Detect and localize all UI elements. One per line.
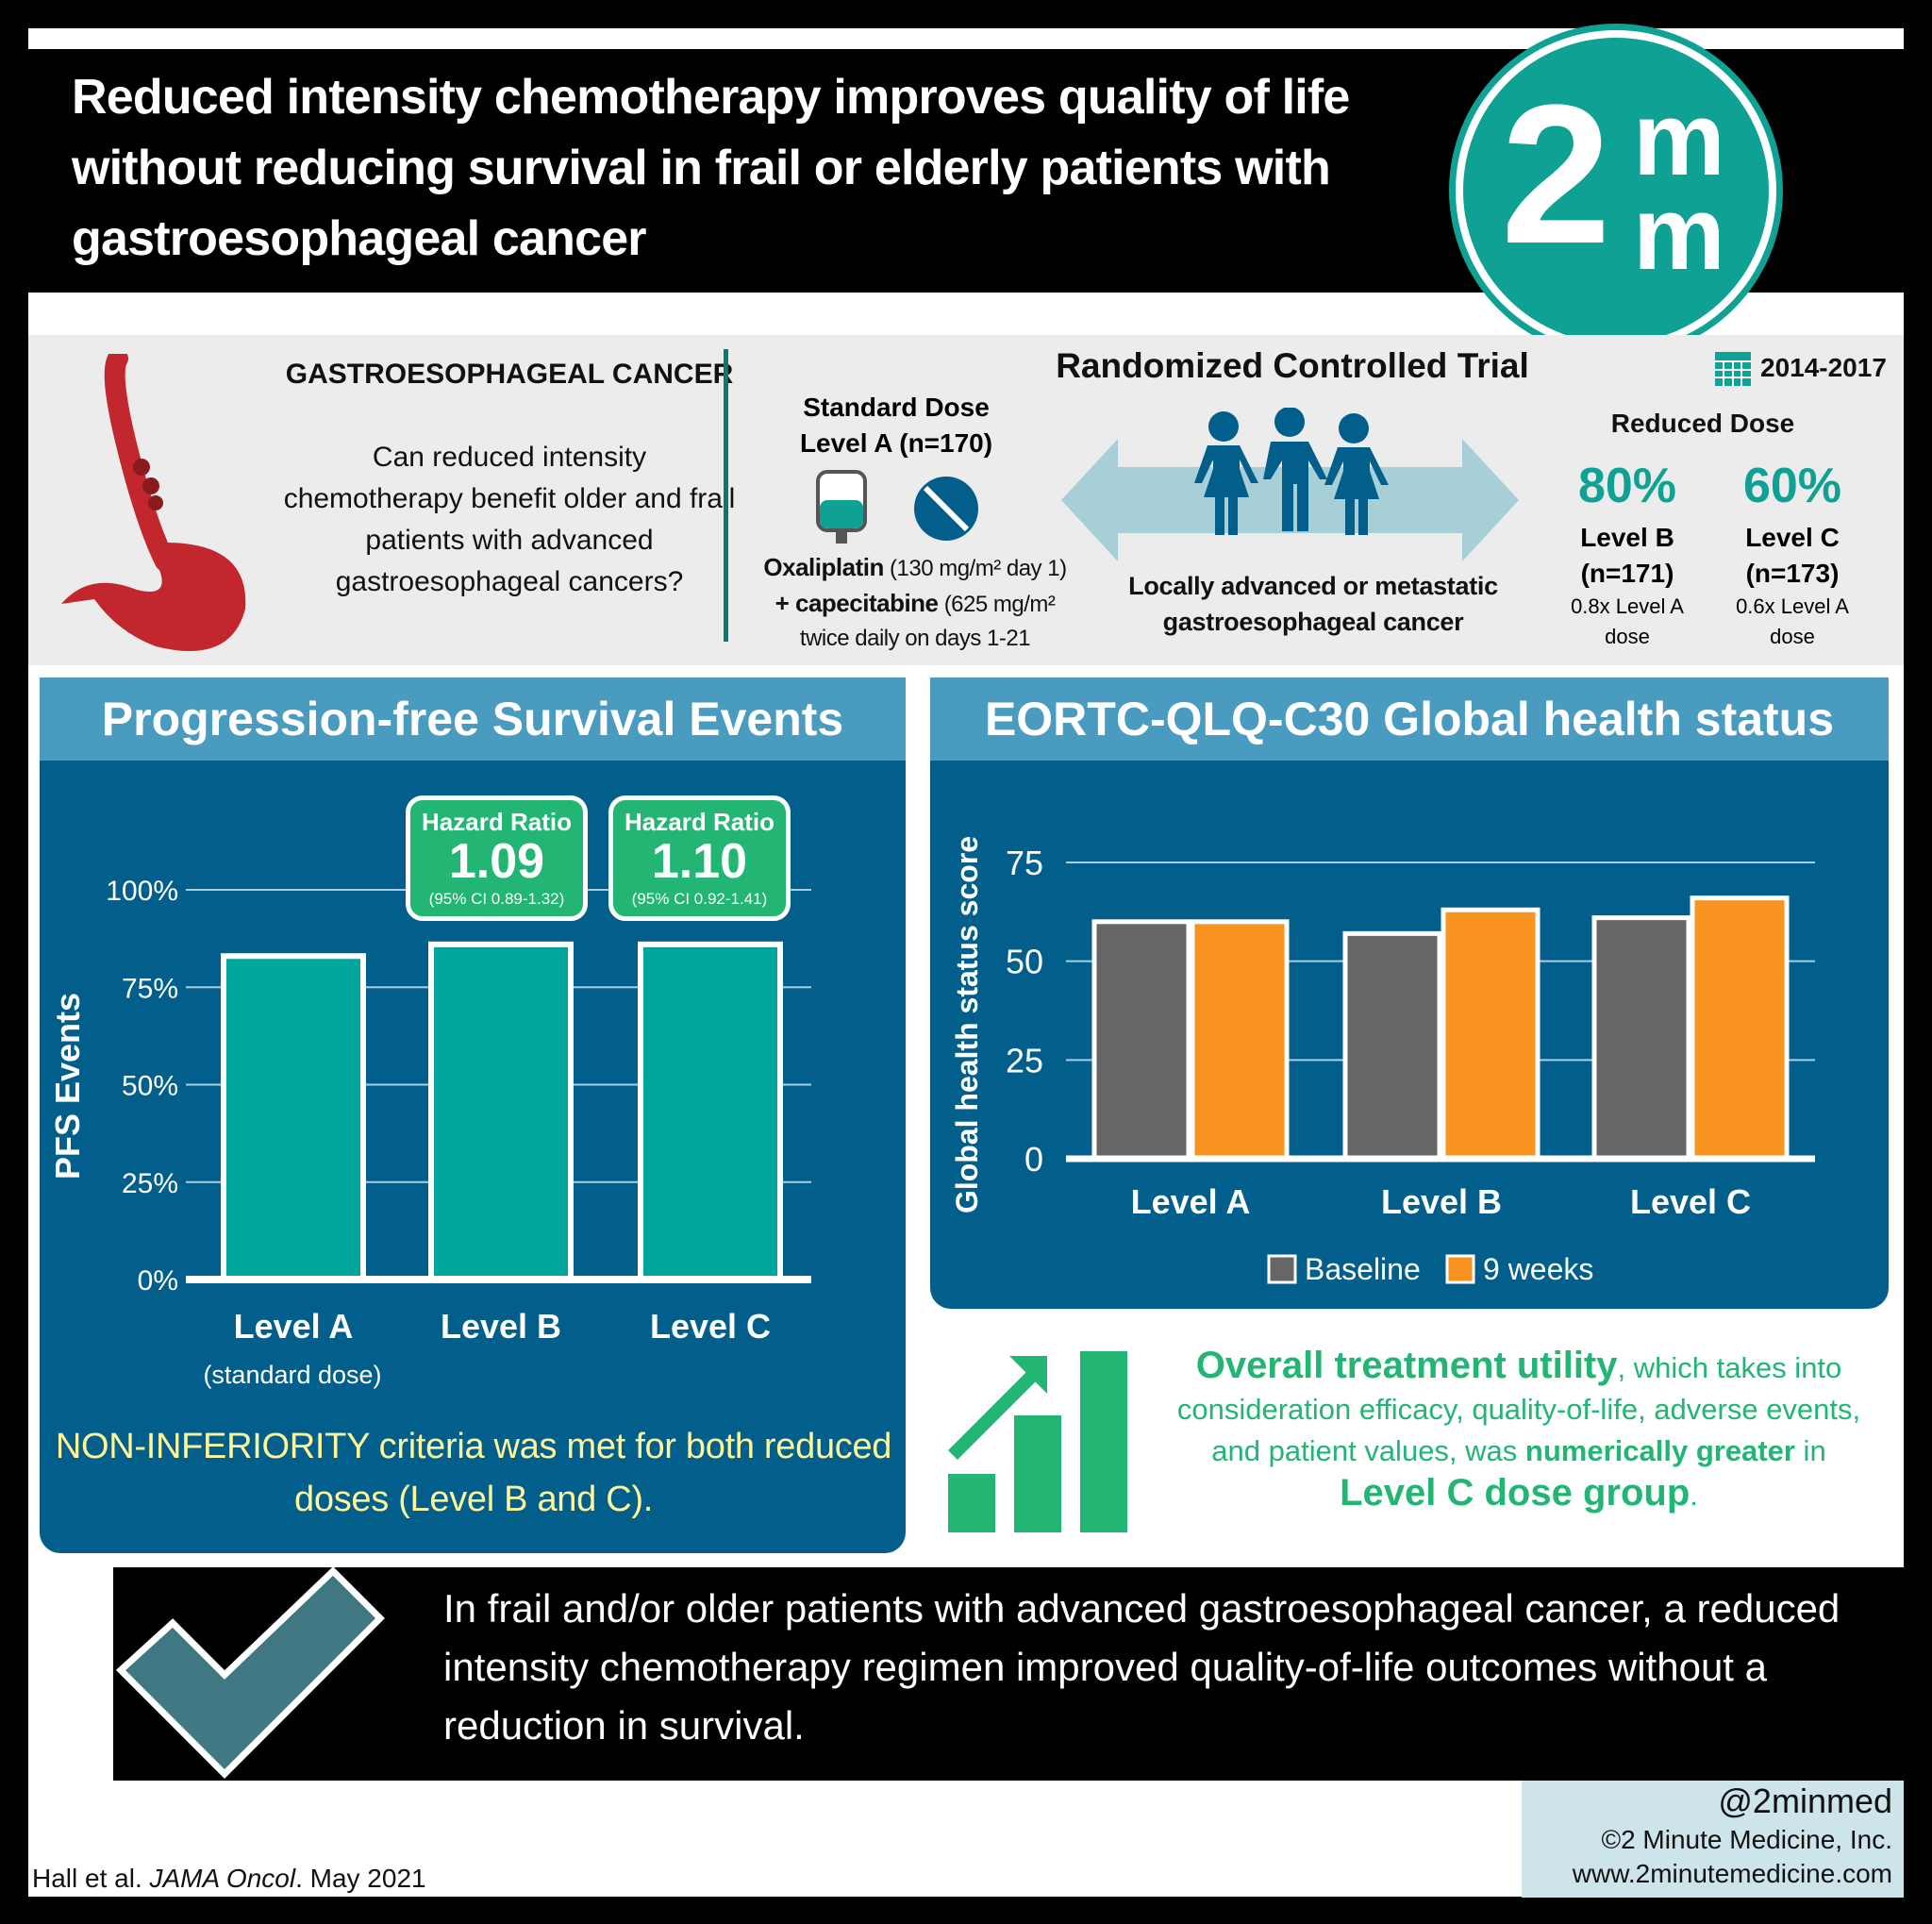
y-tick-label: 0: [1024, 1140, 1043, 1179]
y-tick-label: 75%: [122, 973, 178, 1004]
legend-swatch: [1267, 1254, 1297, 1284]
legend-label: Baseline: [1305, 1252, 1421, 1286]
legend-label: 9 weeks: [1483, 1252, 1593, 1286]
qol-bar-baseline: [1591, 915, 1691, 1162]
twitter-handle[interactable]: @2minmed: [1718, 1782, 1892, 1820]
pfs-chart: 0% 25% 50% 75% 100% Level A Level B Level C PFS …: [48, 876, 811, 1346]
qol-chart: 0 25 50 75 Level A Level B Level C Global healt…: [950, 836, 1815, 1286]
y-tick-label: 50%: [122, 1071, 178, 1102]
standard-regimen: Oxaliplatin (130 mg/m² day 1) + capecita…: [763, 553, 1067, 651]
growth-chart-icon: [948, 1351, 1127, 1532]
reduced-level-b: 80% Level B (n=171) 0.8x Level A dose: [1571, 459, 1684, 648]
copyright: ©2 Minute Medicine, Inc.: [1601, 1825, 1892, 1854]
x-tick-label: Level C: [650, 1307, 771, 1346]
y-tick-label: 25: [1006, 1041, 1043, 1079]
question-text: Can reduced intensity chemotherapy benef…: [283, 442, 736, 597]
legend-swatch: [1445, 1254, 1475, 1284]
reduced-level-c: 60% Level C (n=173) 0.6x Level A dose: [1736, 459, 1849, 648]
y-tick-label: 100%: [106, 876, 178, 907]
pfs-bar: [221, 953, 366, 1283]
qol-bar-baseline: [1091, 919, 1191, 1162]
reduced-dose-title: Reduced Dose: [1610, 409, 1795, 438]
citation: Hall et al. JAMA Oncol. May 2021: [32, 1864, 426, 1893]
qol-bar-9-weeks: [1190, 919, 1290, 1162]
standard-dose-title: Standard Dose Level A (n=170): [799, 393, 993, 458]
y-axis-label: Global health status score: [950, 836, 984, 1213]
y-axis-label: PFS Events: [48, 993, 87, 1179]
conclusion-box: [113, 1567, 1904, 1781]
qol-bar-9-weeks: [1441, 907, 1541, 1162]
website-link[interactable]: www.2minutemedicine.com: [1572, 1859, 1892, 1888]
x-tick-label: Level A: [1131, 1182, 1251, 1221]
pfs-bar: [428, 941, 574, 1282]
pill-icon: [914, 477, 978, 541]
x-tick-label: Level C: [1630, 1182, 1751, 1221]
level-a-sublabel: (standard dose): [203, 1361, 382, 1389]
iv-bag-icon: [816, 470, 867, 544]
population-text: Locally advanced or metastatic gastroeso…: [1128, 572, 1498, 636]
people-icon: [1194, 408, 1389, 535]
y-tick-label: 0%: [138, 1265, 178, 1297]
trial-years: 2014-2017: [1760, 353, 1887, 382]
x-tick-label: Level B: [441, 1307, 561, 1346]
divider: [724, 349, 728, 642]
question-title: GASTROESOPHAGEAL CANCER: [285, 359, 734, 390]
pfs-title: Progression-free Survival Events: [40, 678, 906, 761]
trial-title: Randomized Controlled Trial: [1056, 346, 1529, 385]
x-tick-label: Level A: [234, 1307, 354, 1346]
non-inferiority-note: NON-INFERIORITY criteria was met for bot…: [55, 1427, 892, 1519]
stomach-icon: [61, 354, 246, 651]
utility-text: Overall treatment utility, which takes i…: [1176, 1345, 1861, 1514]
y-tick-label: 75: [1006, 844, 1043, 882]
hazard-ratio-c: Hazard Ratio 1.10 (95% CI 0.92-1.41): [608, 795, 791, 921]
qol-bar-baseline: [1342, 930, 1442, 1162]
page-title: Reduced intensity chemotherapy improves …: [72, 70, 1350, 266]
y-tick-label: 25%: [122, 1168, 178, 1199]
credit-box: @2minmed ©2 Minute Medicine, Inc. www.2m…: [1522, 1781, 1904, 1898]
x-tick-label: Level B: [1381, 1182, 1502, 1221]
y-tick-label: 50: [1006, 943, 1043, 981]
qol-bar-9-weeks: [1690, 895, 1790, 1162]
conclusion-text: In frail and/or older patients with adva…: [443, 1586, 1840, 1748]
qol-title: EORTC-QLQ-C30 Global health status: [930, 678, 1889, 761]
checkmark-icon: [115, 1566, 385, 1779]
calendar-icon: [1715, 352, 1751, 386]
pfs-bar: [638, 941, 783, 1282]
hazard-ratio-b: Hazard Ratio 1.09 (95% CI 0.89-1.32): [406, 795, 588, 921]
